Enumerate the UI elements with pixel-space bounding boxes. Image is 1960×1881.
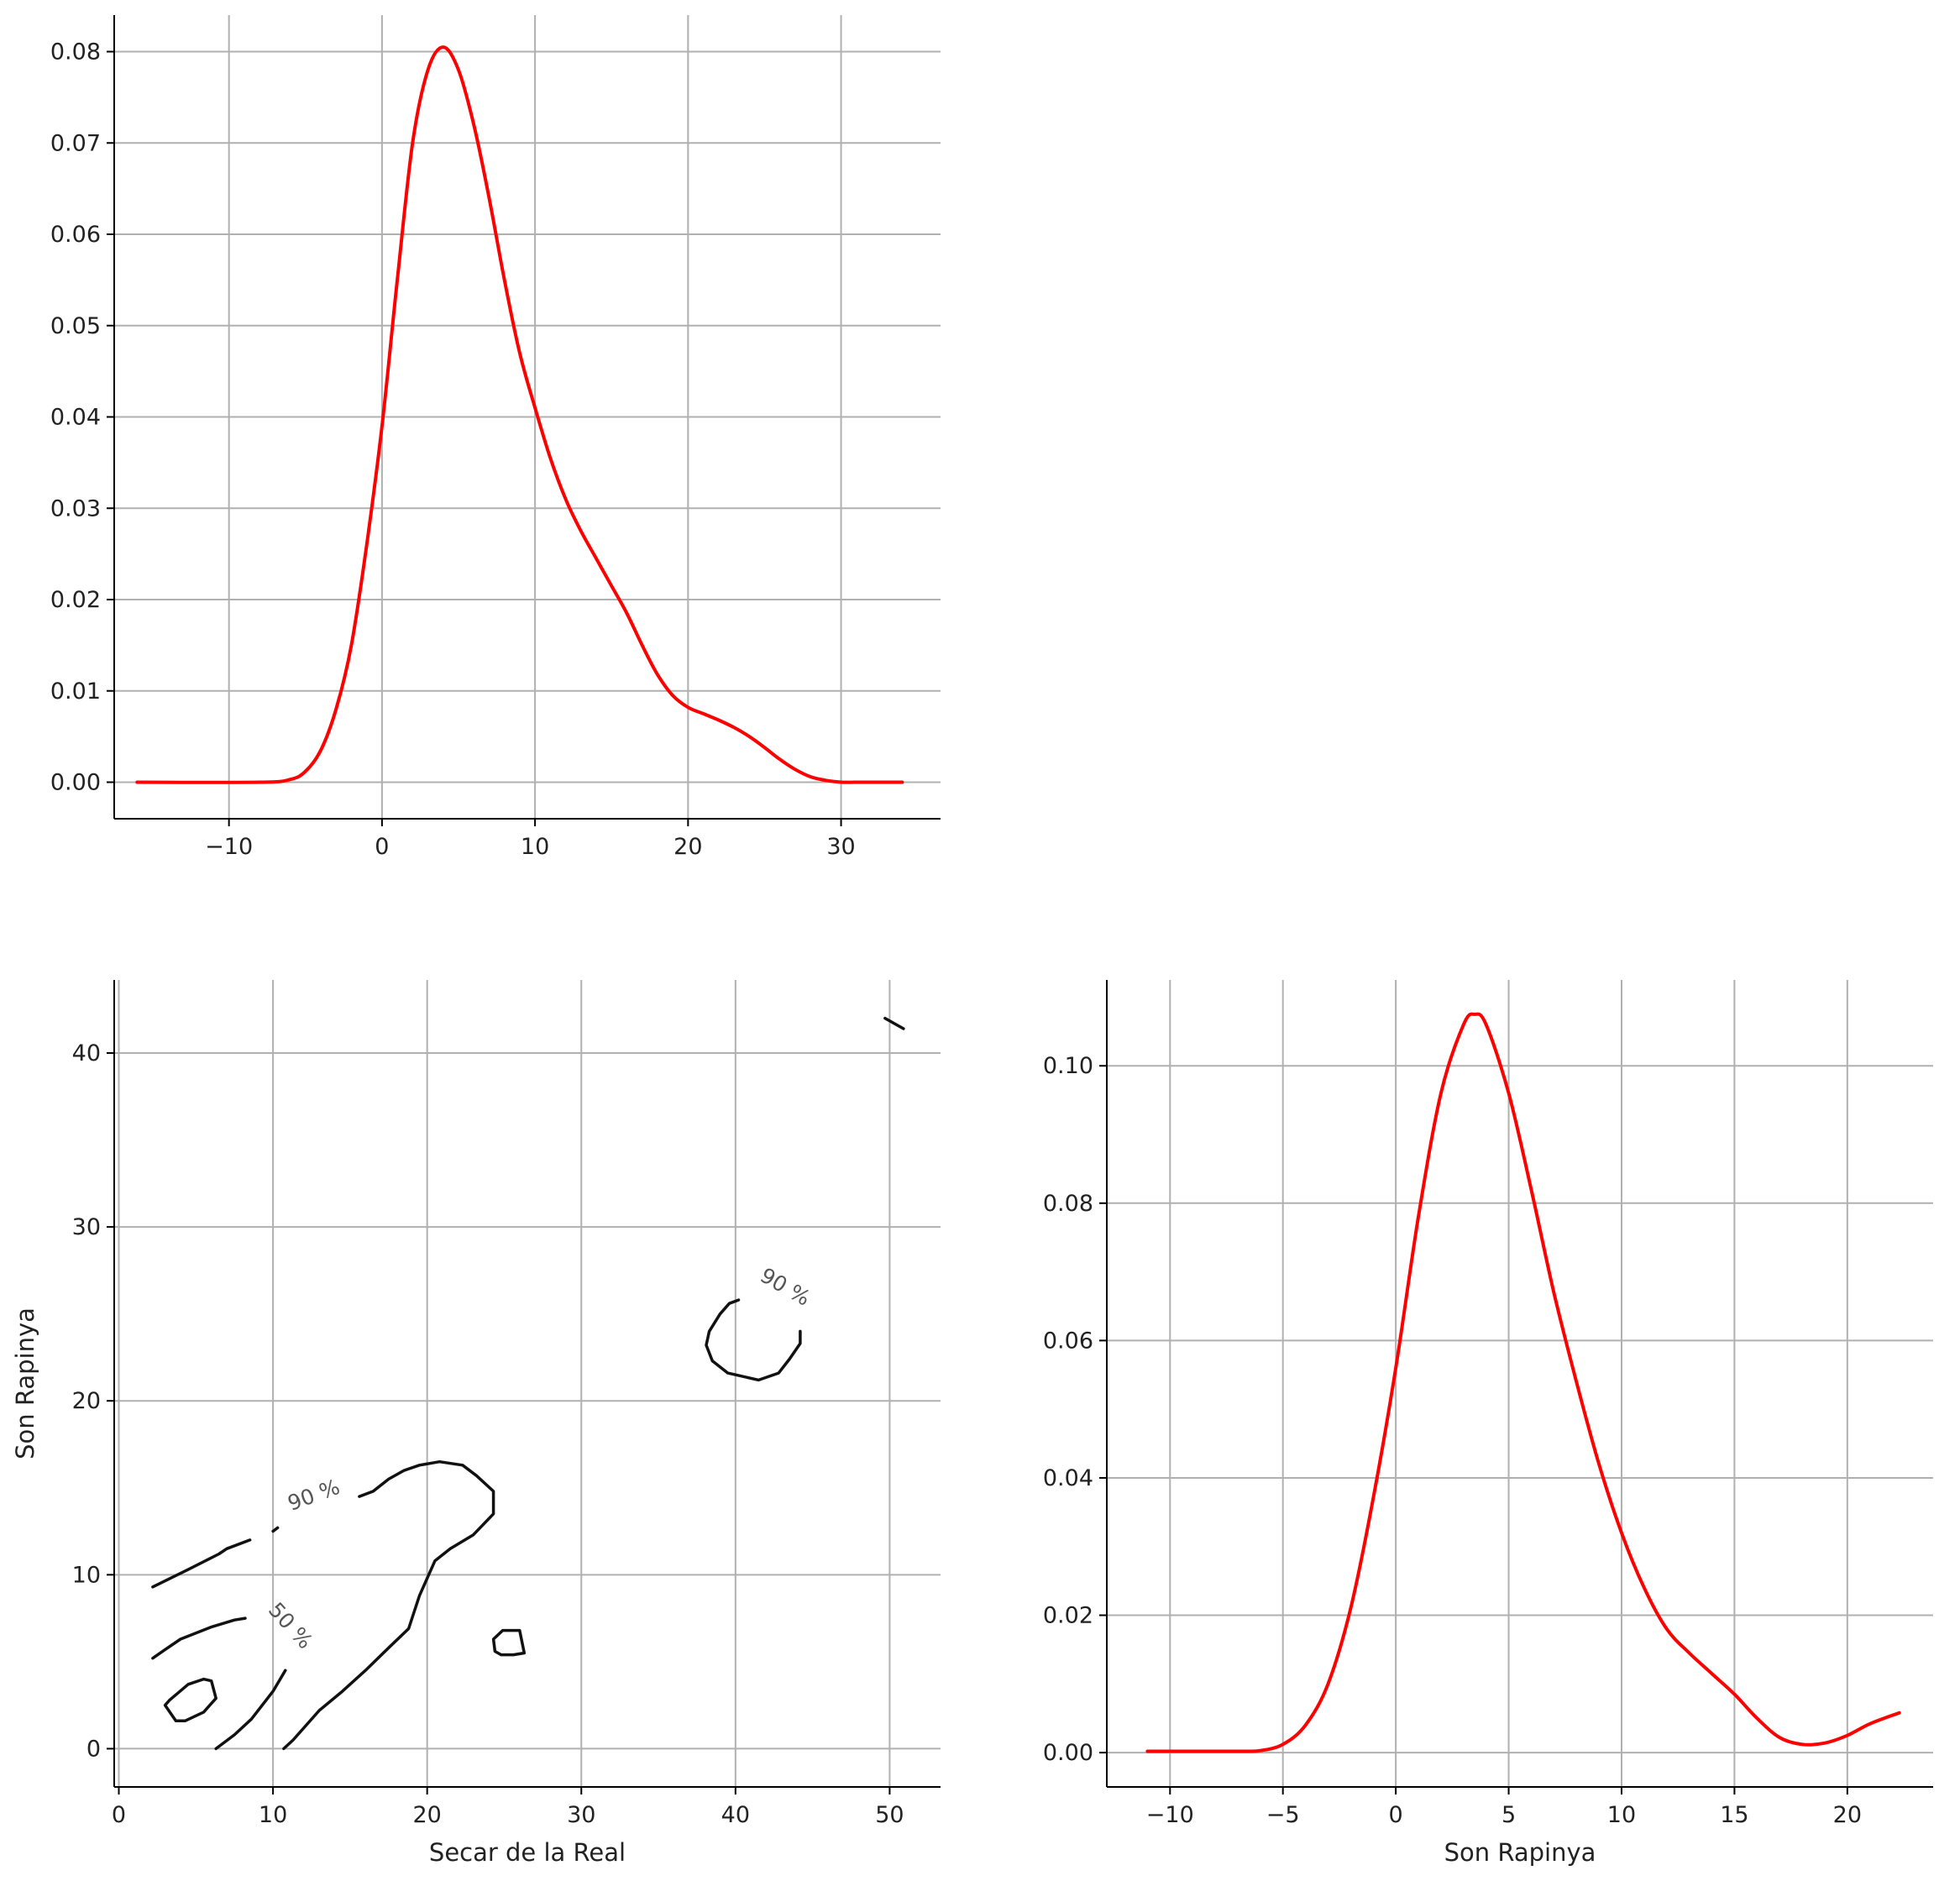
- x-tick-label: 30: [567, 1802, 595, 1828]
- bottom-left-contour-plot: 0 10 20 30 40 50 0 10 20 30 40 Secar de la Real Son …: [11, 980, 941, 1867]
- y-tick-label: 0.02: [1043, 1603, 1093, 1629]
- y-tick-label: 0.01: [50, 679, 101, 705]
- y-tick-label: 0: [86, 1736, 101, 1762]
- x-tick-label: 0: [112, 1802, 126, 1828]
- x-tick-label: 5: [1501, 1802, 1516, 1828]
- y-tick-label: 0.06: [1043, 1328, 1093, 1354]
- contour-line: [282, 1459, 495, 1751]
- x-tick-label: 15: [1720, 1802, 1748, 1828]
- x-tick-label: 10: [259, 1802, 287, 1828]
- x-tick-label: 20: [1833, 1802, 1862, 1828]
- y-tick-label: 0.04: [50, 405, 101, 431]
- top-left-density-plot: −10 0 10 20 30 0.00 0.01 0.02 0.03 0.04 0.05 0.06 0.…: [50, 15, 941, 860]
- y-tick-label: 0.07: [50, 130, 101, 156]
- contour-line: [151, 1538, 252, 1589]
- x-tick-label: 10: [521, 834, 549, 860]
- contour-line: [271, 1526, 280, 1533]
- x-tick-label: 20: [673, 834, 702, 860]
- contour-line: [214, 1669, 287, 1751]
- y-tick-label: 0.10: [1043, 1053, 1093, 1079]
- x-tick-label: −5: [1266, 1802, 1300, 1828]
- contour-line: [163, 1677, 217, 1723]
- contour-level-label: 90 %: [285, 1475, 343, 1516]
- bottom-right-density-plot: −10 −5 0 5 10 15 20 0.00 0.02 0.04 0.06 0.08 0.10 Son…: [1043, 980, 1933, 1867]
- x-axis-title: Secar de la Real: [429, 1838, 626, 1867]
- y-tick-label: 40: [72, 1040, 101, 1066]
- x-axis-title: Son Rapinya: [1444, 1838, 1596, 1867]
- x-tick-label: −10: [1146, 1802, 1194, 1828]
- x-tick-label: 10: [1607, 1802, 1636, 1828]
- y-tick-label: 0.00: [50, 770, 101, 796]
- x-tick-label: 40: [721, 1802, 750, 1828]
- y-tick-label: 0.04: [1043, 1465, 1093, 1491]
- y-tick-label: 0.00: [1043, 1740, 1093, 1766]
- density-curve: [135, 45, 904, 784]
- y-axis-title: Son Rapinya: [11, 1307, 39, 1459]
- x-tick-label: 0: [375, 834, 389, 860]
- contour-line: [705, 1298, 802, 1382]
- contour-level-label: 90 %: [756, 1263, 815, 1311]
- y-tick-label: 0.08: [50, 39, 101, 65]
- contour-line: [491, 1628, 527, 1657]
- y-tick-label: 30: [72, 1214, 101, 1240]
- y-tick-label: 0.06: [50, 222, 101, 248]
- y-tick-label: 10: [72, 1562, 101, 1588]
- y-tick-label: 0.05: [50, 313, 101, 339]
- x-tick-label: 50: [875, 1802, 904, 1828]
- x-tick-label: 30: [826, 834, 855, 860]
- contour-line: [883, 1016, 905, 1030]
- contour-line: [151, 1616, 247, 1660]
- contour-level-label: 50 %: [264, 1598, 317, 1654]
- y-tick-label: 0.03: [50, 495, 101, 521]
- y-tick-label: 0.08: [1043, 1191, 1093, 1217]
- x-tick-label: 20: [412, 1802, 441, 1828]
- y-tick-label: 0.02: [50, 587, 101, 613]
- density-curve: [1145, 1012, 1901, 1753]
- x-tick-label: −10: [205, 834, 253, 860]
- x-tick-label: 0: [1389, 1802, 1403, 1828]
- y-tick-label: 20: [72, 1388, 101, 1414]
